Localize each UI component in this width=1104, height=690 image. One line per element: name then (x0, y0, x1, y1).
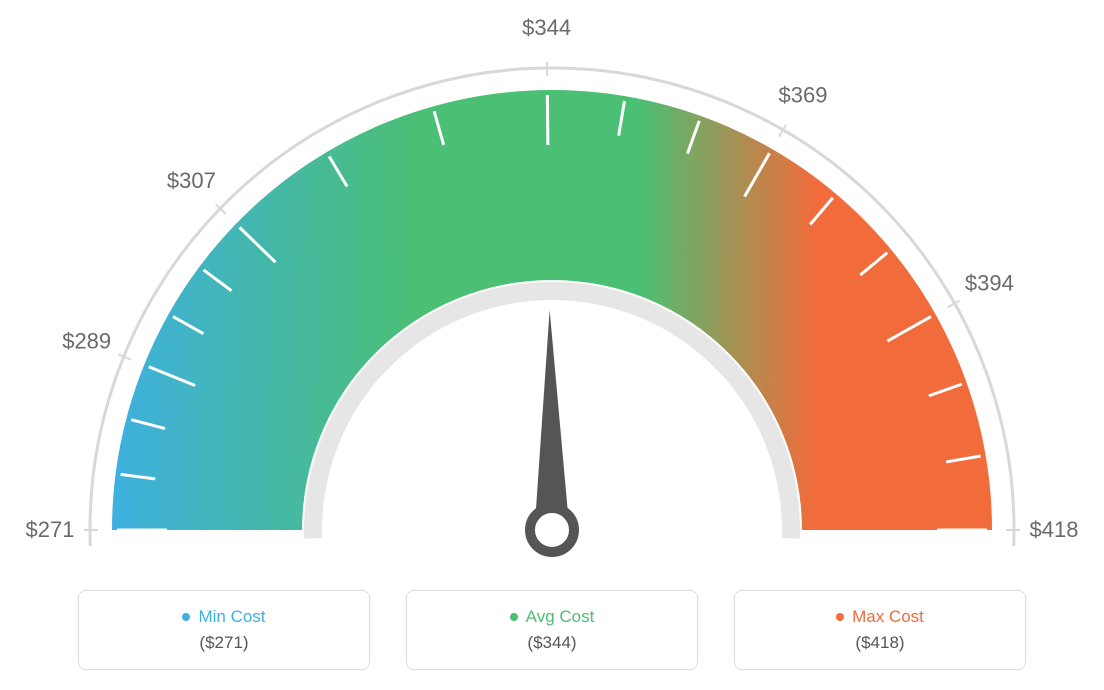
gauge-svg: $271 $289 $307 $344 $369 $394 $418 (0, 0, 1104, 570)
legend-card-max: Max Cost ($418) (734, 590, 1026, 670)
legend-title-max: Max Cost (836, 607, 924, 627)
legend-label-avg: Avg Cost (526, 607, 595, 627)
svg-text:$344: $344 (522, 15, 571, 40)
legend-value-min: ($271) (199, 633, 248, 653)
svg-text:$394: $394 (965, 271, 1014, 296)
dot-icon-max (836, 613, 844, 621)
legend-card-min: Min Cost ($271) (78, 590, 370, 670)
svg-text:$289: $289 (62, 329, 111, 354)
svg-text:$307: $307 (167, 168, 216, 193)
legend-title-min: Min Cost (182, 607, 265, 627)
gauge-area: $271 $289 $307 $344 $369 $394 $418 (0, 0, 1104, 570)
svg-text:$418: $418 (1030, 517, 1079, 542)
legend-label-min: Min Cost (198, 607, 265, 627)
cost-gauge-chart: $271 $289 $307 $344 $369 $394 $418 Min Cost ($… (0, 0, 1104, 690)
legend-value-avg: ($344) (527, 633, 576, 653)
legend-value-max: ($418) (855, 633, 904, 653)
svg-text:$271: $271 (26, 517, 75, 542)
svg-text:$369: $369 (779, 82, 828, 107)
legend-row: Min Cost ($271) Avg Cost ($344) Max Cost… (0, 590, 1104, 670)
dot-icon-min (182, 613, 190, 621)
legend-card-avg: Avg Cost ($344) (406, 590, 698, 670)
legend-label-max: Max Cost (852, 607, 924, 627)
dot-icon-avg (510, 613, 518, 621)
legend-title-avg: Avg Cost (510, 607, 595, 627)
